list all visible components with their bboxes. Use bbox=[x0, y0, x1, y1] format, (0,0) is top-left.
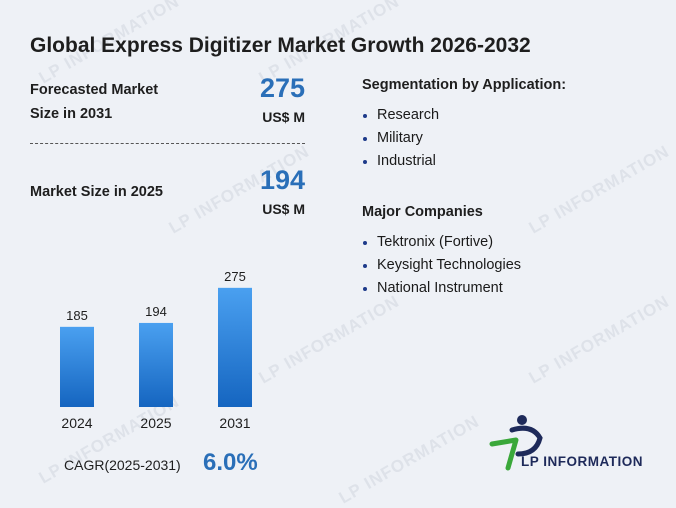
segmentation-list: Research Military Industrial bbox=[362, 104, 439, 173]
list-item: National Instrument bbox=[362, 277, 521, 300]
bar-2031 bbox=[218, 287, 252, 407]
logo-text: LP INFORMATION bbox=[521, 454, 643, 469]
list-item: Research bbox=[362, 104, 439, 127]
forecast-label-line2: Size in 2031 bbox=[30, 106, 113, 122]
list-item: Tektronix (Fortive) bbox=[362, 231, 521, 254]
bar-value-label: 185 bbox=[66, 308, 88, 323]
current-label: Market Size in 2025 bbox=[30, 184, 163, 200]
forecast-label: Forecasted Market Size in 2031 bbox=[30, 78, 158, 126]
bar-value-label: 194 bbox=[145, 304, 167, 319]
current-value: 194 bbox=[259, 165, 305, 195]
segmentation-heading: Segmentation by Application: bbox=[362, 77, 567, 93]
companies-heading: Major Companies bbox=[362, 204, 483, 220]
list-item: Keysight Technologies bbox=[362, 254, 521, 277]
list-item: Military bbox=[362, 127, 439, 150]
x-tick-label: 2025 bbox=[140, 415, 171, 431]
x-tick-label: 2024 bbox=[61, 415, 92, 431]
bar-2024 bbox=[60, 326, 94, 407]
forecast-unit: US$ M bbox=[262, 109, 305, 125]
bar-2025 bbox=[139, 322, 173, 407]
current-unit: US$ M bbox=[262, 201, 305, 217]
bar-value-label: 275 bbox=[224, 269, 246, 284]
lp-logo-icon bbox=[489, 415, 543, 471]
section-divider bbox=[30, 143, 305, 144]
companies-list: Tektronix (Fortive) Keysight Technologie… bbox=[362, 231, 521, 300]
page-title: Global Express Digitizer Market Growth 2… bbox=[30, 34, 531, 57]
list-item: Industrial bbox=[362, 150, 439, 173]
forecast-value: 275 bbox=[259, 73, 305, 103]
cagr-label: CAGR(2025-2031) bbox=[64, 457, 181, 473]
forecast-label-line1: Forecasted Market bbox=[30, 82, 159, 98]
cagr-value: 6.0% bbox=[203, 449, 258, 476]
x-tick-label: 2031 bbox=[219, 415, 250, 431]
